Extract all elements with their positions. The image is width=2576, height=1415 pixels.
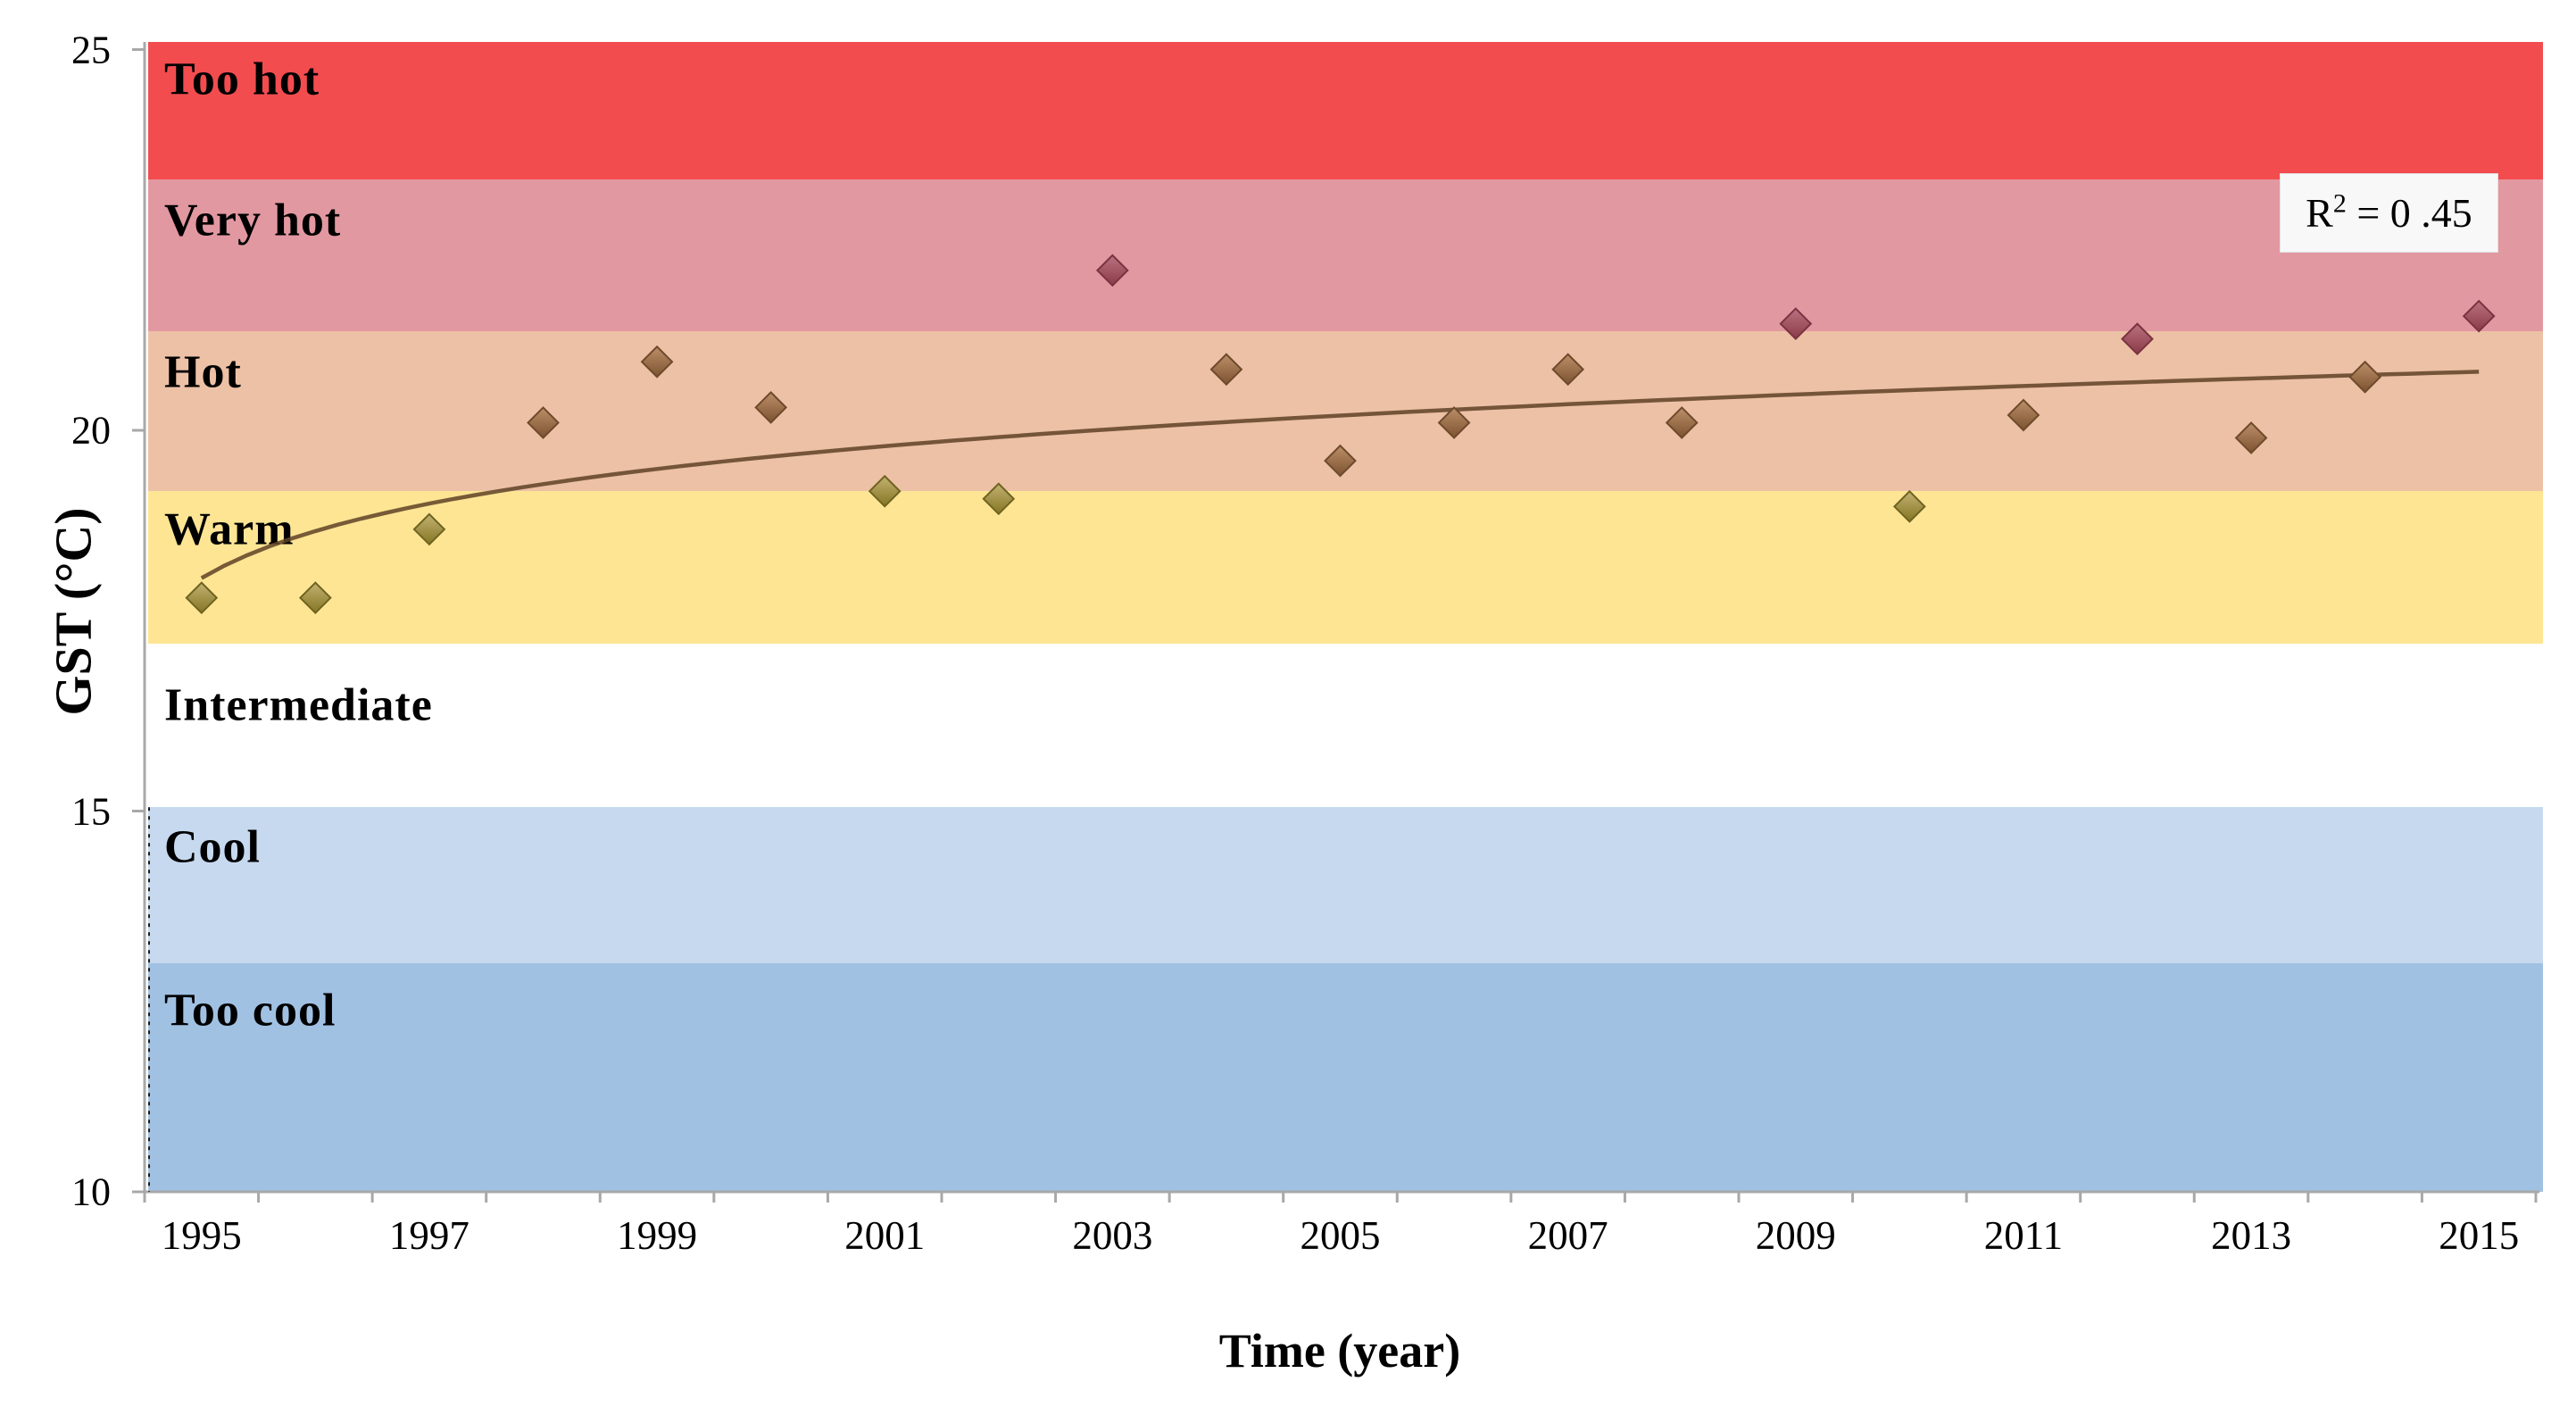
x-tick-label-2007: 2007 bbox=[1527, 1213, 1608, 1258]
band-cool bbox=[148, 807, 2543, 964]
x-tick-label-2005: 2005 bbox=[1300, 1213, 1381, 1258]
data-point-1997 bbox=[412, 512, 446, 546]
band-intermediate bbox=[148, 643, 2543, 808]
trend-line bbox=[200, 370, 2480, 580]
r2-annotation: R2 = 0 .45 bbox=[2280, 173, 2498, 253]
data-point-2009 bbox=[1779, 307, 1813, 340]
data-point-2014 bbox=[2348, 360, 2382, 394]
data-point-2007 bbox=[1551, 353, 1585, 387]
x-tick-label-2013: 2013 bbox=[2211, 1213, 2292, 1258]
data-point-2003 bbox=[1095, 254, 1129, 287]
data-point-2005 bbox=[1324, 444, 1357, 478]
x-axis-title: Time (year) bbox=[1218, 1324, 1461, 1378]
data-point-1999 bbox=[640, 345, 674, 379]
r2-text: R2 = 0 .45 bbox=[2306, 188, 2472, 236]
x-tick-label-2015: 2015 bbox=[2439, 1213, 2520, 1258]
data-point-2013 bbox=[2234, 421, 2268, 454]
data-point-1995 bbox=[185, 581, 219, 615]
band-very-hot bbox=[148, 179, 2543, 332]
band-label-very-hot: Very hot bbox=[164, 195, 342, 246]
data-point-1996 bbox=[298, 581, 332, 615]
data-point-2011 bbox=[2007, 398, 2040, 432]
x-tick-label-1995: 1995 bbox=[161, 1213, 242, 1258]
y-axis-title: GST (°C) bbox=[44, 507, 103, 716]
data-point-2006 bbox=[1437, 406, 1471, 439]
x-tick-label-1997: 1997 bbox=[388, 1213, 469, 1258]
x-tick-label-2011: 2011 bbox=[1983, 1213, 2064, 1258]
band-warm bbox=[148, 491, 2543, 644]
band-label-too-cool: Too cool bbox=[164, 985, 337, 1036]
x-tick-label-2009: 2009 bbox=[1755, 1213, 1836, 1258]
y-tick-label-20: 20 bbox=[71, 408, 111, 453]
data-point-2012 bbox=[2121, 322, 2154, 356]
x-tick-label-1999: 1999 bbox=[617, 1213, 698, 1258]
x-tick-label-2003: 2003 bbox=[1072, 1213, 1153, 1258]
band-label-hot: Hot bbox=[164, 346, 242, 398]
y-tick-label-15: 15 bbox=[71, 789, 111, 833]
data-point-2004 bbox=[1209, 353, 1243, 387]
y-tick-label-25: 25 bbox=[71, 28, 111, 72]
data-point-2015 bbox=[2462, 299, 2496, 333]
data-point-2010 bbox=[1892, 489, 1926, 523]
band-too-cool bbox=[148, 963, 2543, 1192]
band-label-cool: Cool bbox=[164, 821, 261, 873]
x-tick-label-2001: 2001 bbox=[844, 1213, 926, 1258]
band-label-intermediate: Intermediate bbox=[164, 679, 433, 731]
data-point-2001 bbox=[868, 474, 902, 508]
y-tick-label-10: 10 bbox=[71, 1169, 111, 1214]
data-point-1998 bbox=[527, 406, 560, 439]
data-point-2002 bbox=[982, 482, 1016, 516]
data-point-2000 bbox=[754, 391, 788, 424]
band-too-hot bbox=[148, 42, 2543, 179]
band-label-too-hot: Too hot bbox=[164, 54, 320, 105]
data-point-2008 bbox=[1665, 406, 1699, 439]
